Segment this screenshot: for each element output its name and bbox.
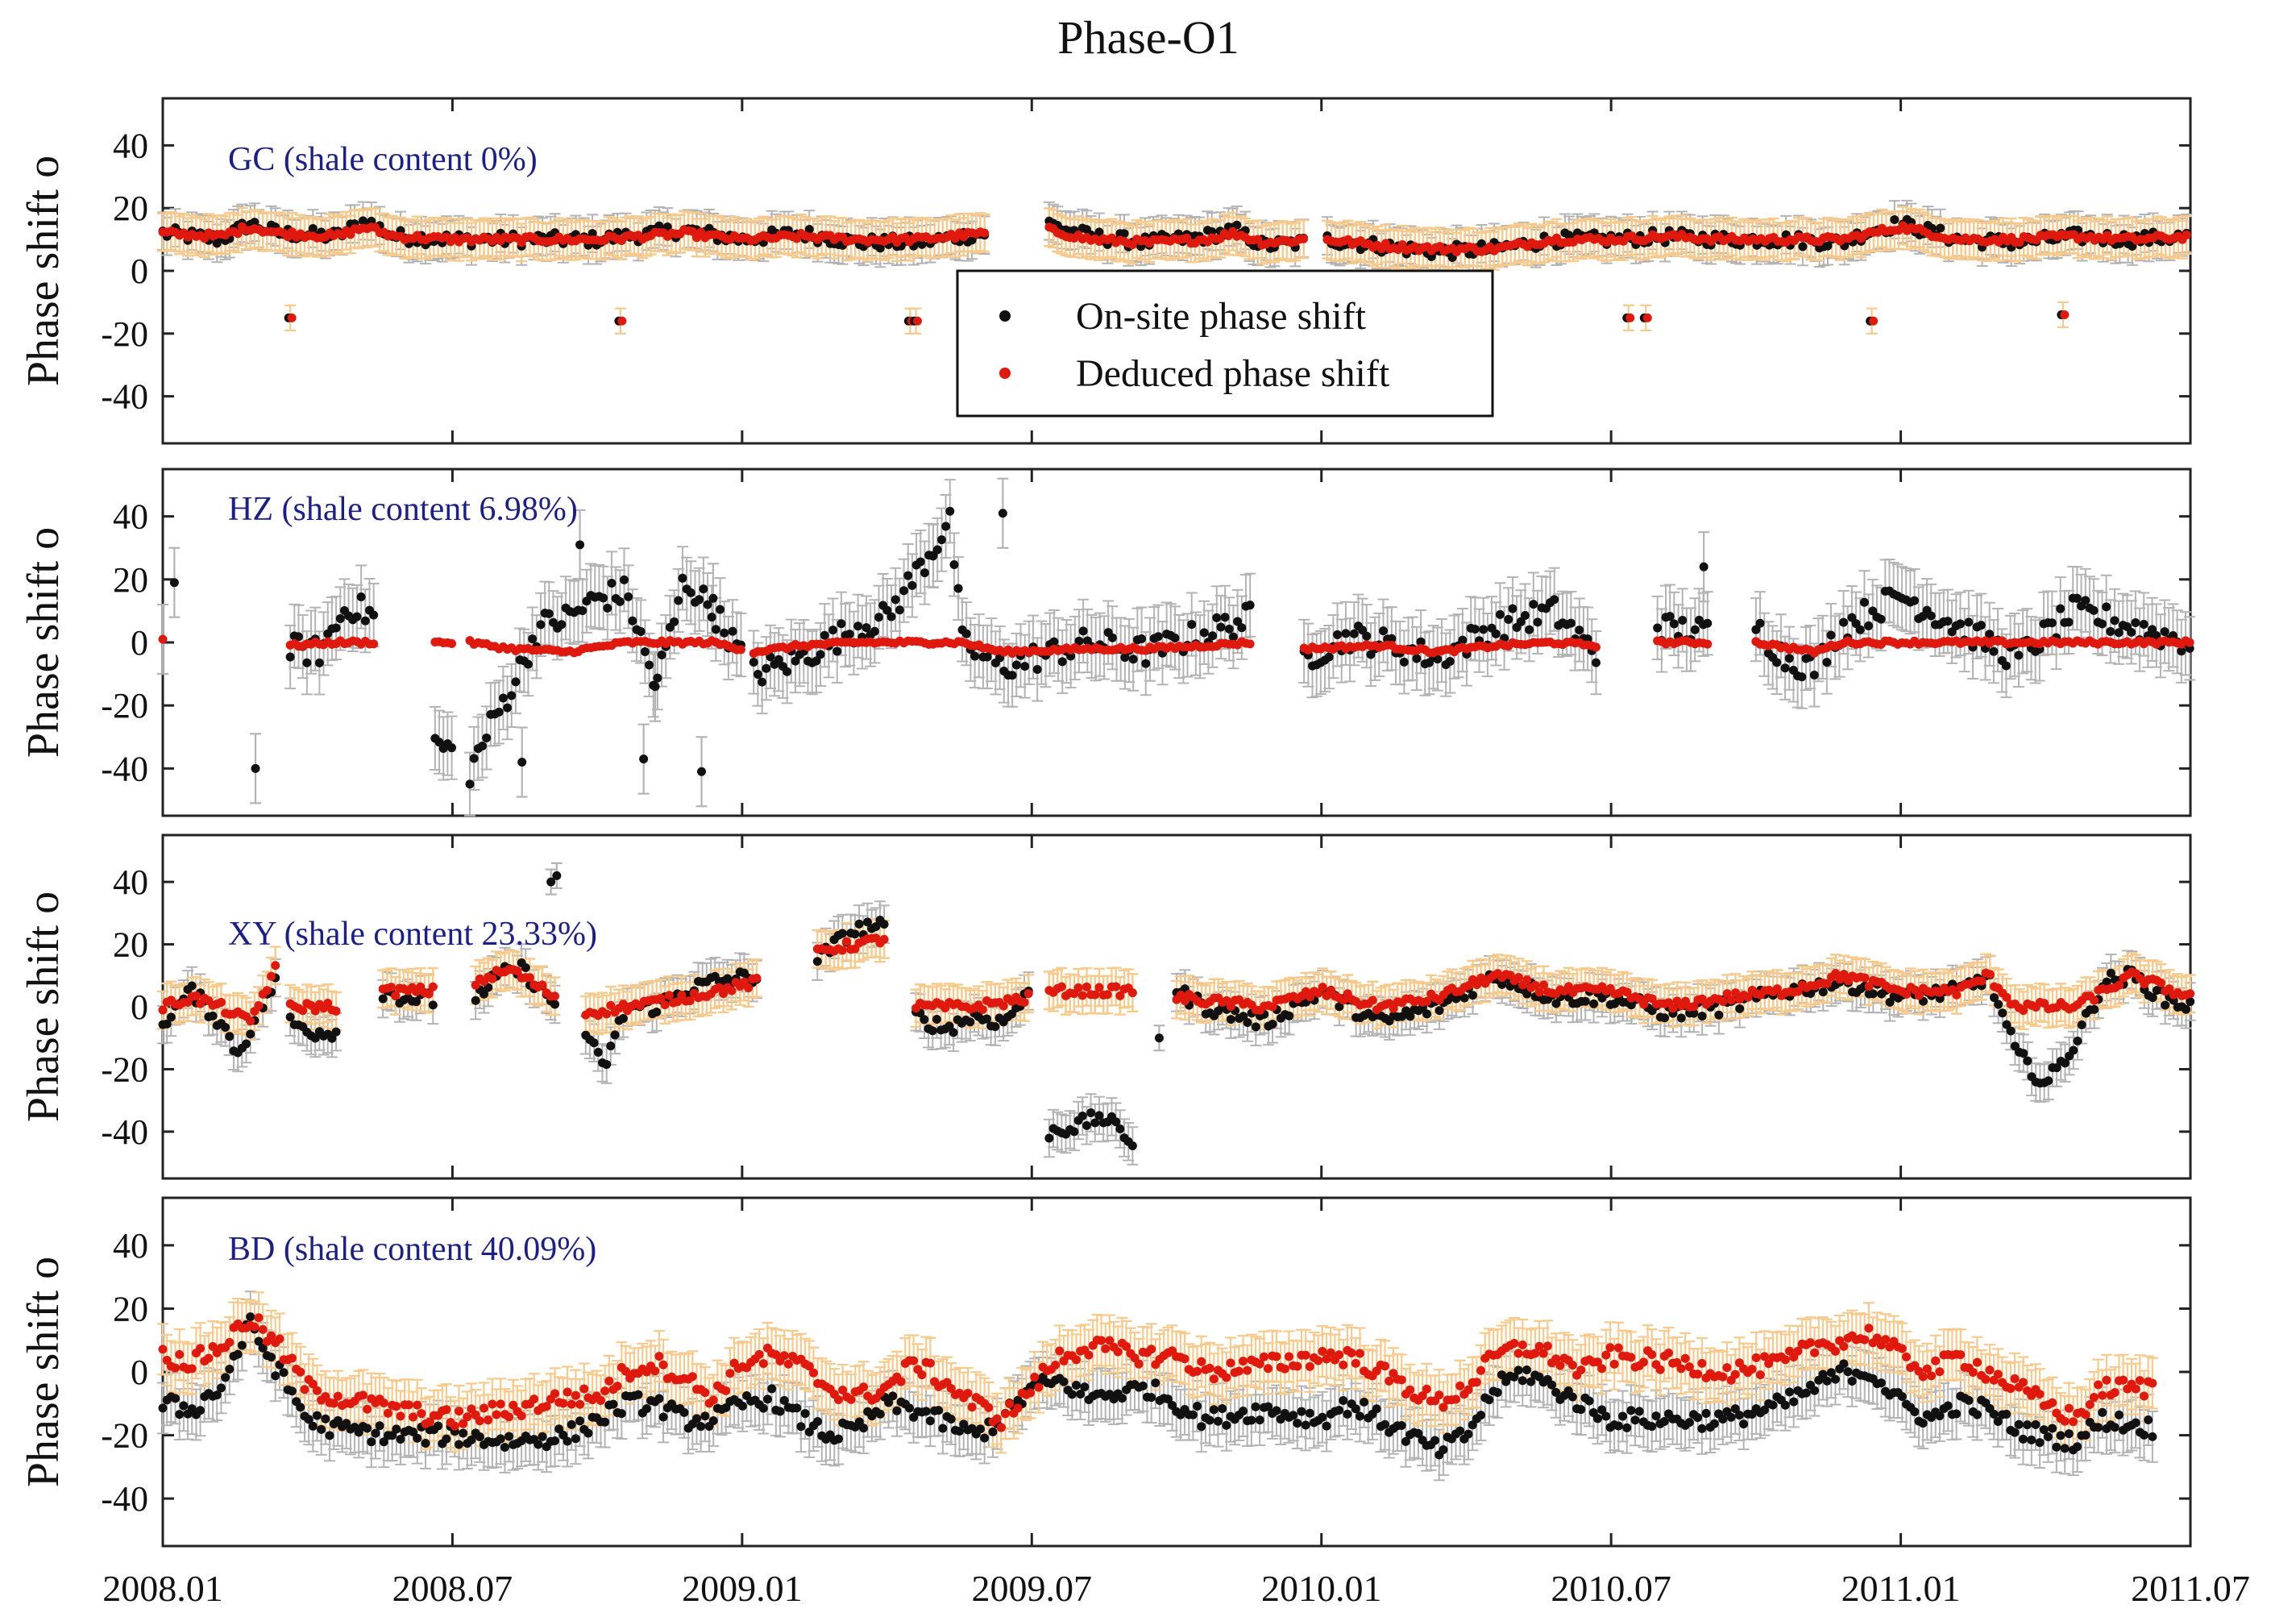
y-tick-label: 20 (113, 189, 148, 228)
onsite-point (1823, 241, 1833, 251)
y-tick-label: -40 (101, 377, 148, 417)
deduced-point (1642, 313, 1652, 322)
deduced-point (233, 229, 243, 239)
onsite-point (358, 216, 367, 226)
y-tick-label: 40 (113, 126, 148, 165)
deduced-point (2060, 310, 2070, 319)
deduced-point (2182, 230, 2191, 239)
x-ticks (161, 469, 2192, 816)
onsite-point (308, 224, 318, 234)
chart-title: Phase-O1 (1057, 11, 1239, 64)
x-ticks (161, 98, 2192, 443)
deduced-point (617, 316, 627, 326)
panel-gc: 40 20 0 -20 -40 GC (shale content 0%) Phase … (19, 97, 2193, 445)
deduced-point (287, 313, 297, 322)
y-axis-label: Phase shift o (19, 156, 69, 386)
onsite-point (250, 218, 259, 227)
onsite-point (1798, 242, 1808, 251)
onsite-point (875, 243, 885, 253)
y-axis: 40 20 0 -20 -40 (101, 126, 2190, 417)
y-tick-label: 0 (131, 251, 148, 291)
y-tick-label: -40 (101, 749, 148, 788)
deduced-point (980, 228, 990, 238)
onsite-point (1890, 214, 1899, 224)
y-tick-label: -20 (101, 314, 148, 354)
y-tick-label: 20 (113, 560, 148, 600)
onsite-point (1936, 223, 1945, 233)
deduced-point (1625, 313, 1635, 322)
onsite-point (1119, 229, 1129, 239)
y-axis: 40 20 0 -20 -40 (101, 497, 2190, 788)
data-points (158, 214, 2191, 326)
y-tick-label: 40 (113, 497, 148, 537)
onsite-point (587, 229, 597, 239)
deduced-point (913, 316, 923, 326)
panel-label: GC (shale content 0%) (228, 141, 538, 178)
y-tick-label: -20 (101, 686, 148, 725)
onsite-point (1207, 227, 1217, 236)
onsite-point (1094, 227, 1104, 237)
y-tick-label: 0 (131, 623, 148, 663)
onsite-point (1232, 220, 1242, 230)
onsite-point (804, 225, 814, 235)
onsite-point (917, 239, 927, 249)
deduced-point (1869, 316, 1879, 326)
deduced-point (1299, 234, 1309, 243)
